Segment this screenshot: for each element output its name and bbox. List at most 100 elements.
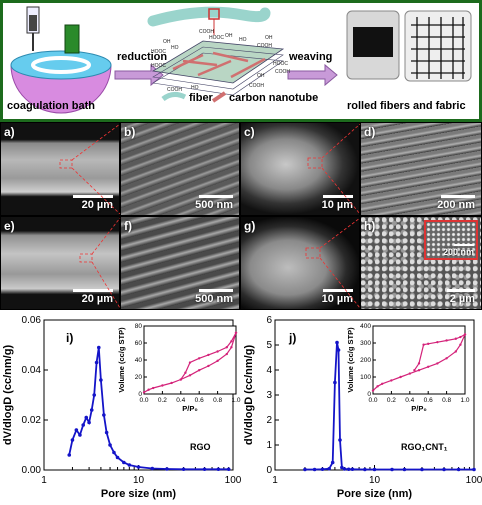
panel-d-label: d) — [364, 125, 376, 139]
group-label: HO — [191, 85, 199, 91]
data-point — [70, 438, 75, 442]
data-point — [112, 450, 116, 455]
panel-h-label: h) — [364, 219, 376, 233]
group-label: COOH — [257, 43, 272, 49]
data-point — [122, 460, 126, 465]
chart-i: 1 10 100 0.00 0.02 0.04 0.06 Pore size (nm) dV/d… — [2, 315, 241, 500]
inset-adsorption-point — [376, 385, 379, 388]
inset-adsorption-point — [152, 386, 155, 390]
bath-liquid-icon — [10, 50, 112, 80]
data-point — [78, 433, 82, 437]
inset-x-tick-label: 0.0 — [368, 397, 377, 404]
inset-y-tick-label: 40 — [135, 357, 143, 364]
reduction-arrow-icon — [114, 63, 164, 87]
data-point — [312, 467, 317, 472]
inset-adsorption-point — [198, 369, 201, 372]
zoom-lines — [59, 123, 361, 309]
inset-desorption-point — [417, 362, 421, 365]
inset-y-label: Volume (cc/g STP) — [346, 327, 355, 393]
inset-y-label: Volume (cc/g STP) — [117, 327, 126, 393]
inset-adsorption-point — [381, 382, 384, 385]
group-label: HOOC — [151, 49, 166, 55]
inset-desorption-point — [436, 340, 439, 344]
y-tick-label: 2 — [266, 415, 272, 426]
inset-frame — [372, 325, 466, 395]
fiber-tube-icon — [147, 6, 271, 27]
inset-x-tick-label: 0.4 — [176, 397, 185, 404]
sem-panel-g: g) 10 µm — [240, 216, 360, 310]
data-point — [420, 467, 424, 472]
sem-panel-a: a) 20 µm — [0, 122, 120, 216]
inset-desorption-point — [234, 331, 238, 334]
x-axis-label: Pore size (nm) — [101, 488, 177, 500]
inset-desorption-point — [463, 333, 467, 336]
inset-x-label: P/P₀ — [182, 404, 197, 413]
inset-y-tick-label: 400 — [360, 323, 371, 330]
data-point — [333, 380, 337, 385]
data-point — [320, 467, 325, 472]
sem-panel-b: b) 500 nm — [120, 122, 240, 216]
inset-adsorption-point — [188, 374, 192, 377]
x-tick-label: 100 — [225, 475, 241, 486]
panel-e-label: e) — [4, 219, 15, 233]
inset-y-tick-label: 0 — [367, 391, 371, 398]
panel-label: i) — [66, 331, 73, 345]
data-point — [89, 408, 94, 412]
data-point — [87, 420, 91, 425]
panel-h-scale: 2 µm — [447, 289, 475, 305]
inset-x-tick-label: 1.0 — [460, 397, 469, 404]
inset-desorption-point — [179, 378, 182, 381]
inset-adsorption-point — [216, 359, 219, 363]
data-point — [372, 467, 377, 472]
group-label: HOOC — [209, 35, 224, 41]
fabric-grid-icon — [411, 17, 465, 79]
panel-label: j) — [288, 331, 296, 345]
data-point — [181, 467, 186, 472]
data-point — [472, 467, 476, 472]
inset-desorption-point — [207, 353, 210, 357]
rolled-fibers-label: rolled fibers and fabric — [347, 100, 466, 112]
sem-panel-c: c) 10 µm — [240, 122, 360, 216]
panel-g-scale: 10 µm — [322, 289, 353, 305]
data-point — [442, 467, 446, 472]
y-axis-label: dV/dlogD (cc/nm/g) — [2, 345, 14, 446]
sem-panel-e: e) 20 µm — [0, 216, 120, 310]
y-tick-label: 6 — [266, 315, 272, 326]
data-point — [67, 453, 72, 457]
inset-desorption-point — [445, 339, 448, 342]
inset-desorption-point — [188, 361, 192, 364]
panel-h-inset: 200 nm — [424, 220, 478, 260]
inset-y-tick-label: 20 — [135, 374, 143, 381]
coagulation-bath-label: coagulation bath — [7, 100, 95, 112]
data-point — [402, 467, 407, 472]
inset-x-tick-label: 0.2 — [387, 397, 396, 404]
y-tick-label: 1 — [266, 440, 272, 451]
data-point — [92, 393, 97, 397]
inset-desorption-point — [413, 369, 416, 372]
fiber-coil-icon — [31, 56, 91, 74]
y-axis-label: dV/dlogD (cc/nm/g) — [243, 345, 255, 446]
data-point — [335, 340, 339, 345]
data-point — [342, 467, 347, 471]
inset-x-tick-label: 0.8 — [442, 397, 451, 404]
data-point — [330, 460, 335, 465]
data-point — [74, 428, 79, 432]
fiber-legend-icon — [161, 91, 187, 102]
inset-x-tick-label: 0.0 — [139, 397, 148, 404]
inset-x-tick-label: 0.6 — [424, 397, 433, 404]
inset-adsorption-point — [371, 389, 375, 392]
data-point — [96, 345, 101, 350]
y-tick-label: 0.02 — [22, 415, 42, 426]
y-tick-label: 0.00 — [22, 465, 42, 476]
sem-panel-f: f) 500 nm — [120, 216, 240, 310]
data-point — [390, 467, 394, 472]
inset-adsorption-point — [408, 372, 411, 375]
data-point — [346, 467, 351, 472]
data-point — [327, 466, 331, 471]
data-point — [108, 443, 112, 447]
group-label: HO — [171, 45, 179, 51]
fiber-label: fiber — [189, 92, 213, 104]
inset-y-tick-label: 80 — [135, 323, 143, 330]
